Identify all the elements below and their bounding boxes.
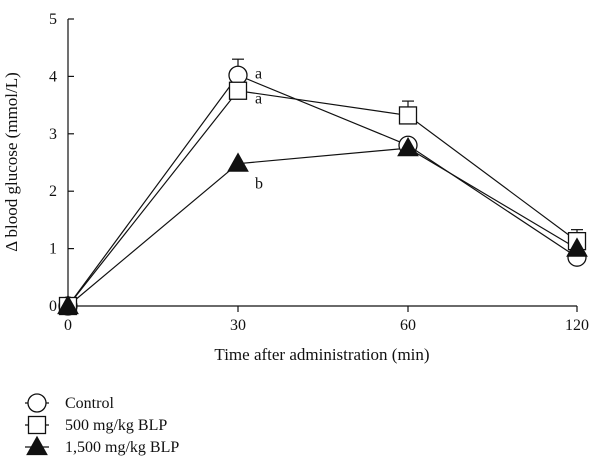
legend: Control 500 mg/kg BLP 1,500 mg/kg BLP	[25, 393, 179, 456]
y-axis-title: Δ blood glucose (mmol/L)	[2, 72, 21, 252]
significance-label: b	[255, 175, 263, 192]
series-line-0	[67, 74, 578, 307]
y-tick-label: 4	[49, 68, 57, 85]
x-tick-label: 30	[230, 317, 246, 334]
significance-label: a	[255, 91, 262, 108]
y-tick-label: 0	[49, 298, 57, 315]
legend-marker	[27, 415, 47, 435]
x-tick-label: 60	[400, 317, 416, 334]
data-point-2	[397, 136, 419, 157]
data-point-0	[228, 65, 248, 85]
legend-label: Control	[65, 395, 114, 412]
series-line-2	[67, 147, 578, 307]
annotations: aa b	[255, 65, 263, 192]
y-tick-label: 5	[49, 11, 57, 28]
legend-marker	[27, 393, 47, 413]
significance-label: a	[255, 65, 262, 82]
y-tick-label: 1	[49, 241, 57, 258]
legend-marker	[26, 435, 48, 456]
data-point-2	[57, 294, 79, 315]
y-tick-label: 2	[49, 183, 57, 200]
legend-label: 1,500 mg/kg BLP	[65, 439, 179, 456]
series-markers	[57, 65, 588, 316]
x-tick-label: 120	[565, 317, 589, 334]
data-point-1	[398, 106, 418, 125]
data-point-2	[566, 237, 588, 257]
ticks: 0 1 2 3 4 5 0 30 60 120	[49, 11, 589, 334]
series-line-1	[67, 90, 578, 307]
data-point-1	[228, 81, 248, 100]
x-axis-title: Time after administration (min)	[214, 345, 429, 364]
y-tick-label: 3	[49, 126, 57, 143]
series-lines	[67, 74, 578, 307]
legend-label: 500 mg/kg BLP	[65, 417, 167, 434]
x-tick-label: 0	[64, 317, 72, 334]
axes	[67, 19, 577, 307]
data-point-2	[227, 152, 249, 172]
